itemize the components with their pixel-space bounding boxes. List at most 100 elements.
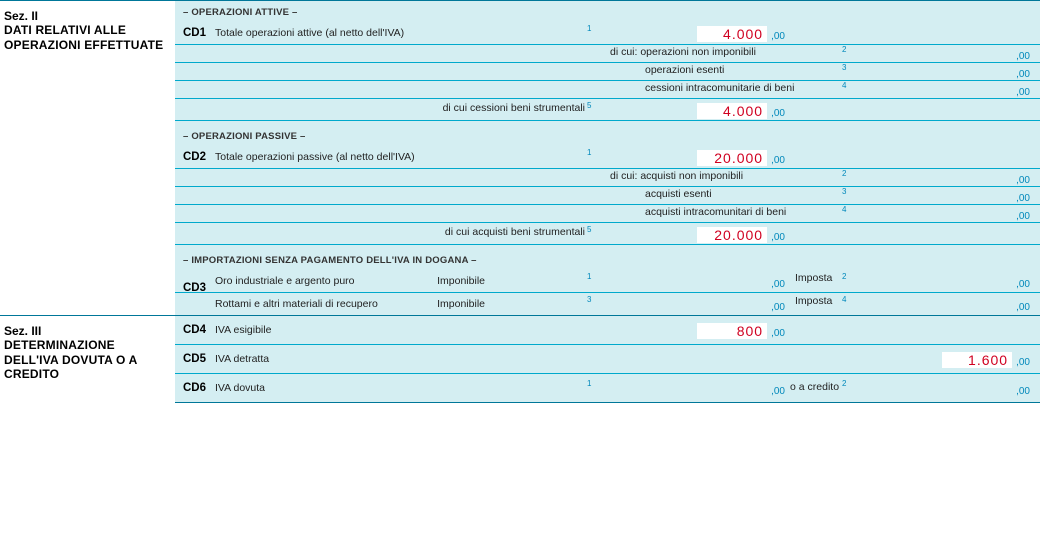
- row-cd1: CD1 Totale operazioni attive (al netto d…: [175, 22, 1040, 45]
- sup-cd6-1: 1: [587, 379, 591, 388]
- sup-cd1-2: 2: [842, 45, 846, 54]
- label-cd2-strum: di cui acquisti beni strumentali: [435, 226, 585, 238]
- label-cd6: IVA dovuta: [215, 382, 265, 394]
- label-cd2-nonimp: di cui: acquisti non imponibili: [610, 170, 743, 182]
- row-cd3-rottami: Rottami e altri materiali di recupero Im…: [175, 293, 1040, 315]
- value-cd2-1: 20.000: [697, 150, 767, 166]
- section-2-body: – OPERAZIONI ATTIVE – CD1 Totale operazi…: [175, 1, 1040, 315]
- label-cd5: IVA detratta: [215, 353, 269, 365]
- sup-cd1-1: 1: [587, 24, 591, 33]
- field-cd2-3[interactable]: 3 ,00: [840, 187, 1030, 204]
- cents-cd1-5: ,00: [771, 108, 785, 119]
- sup-cd1-5: 5: [587, 101, 591, 110]
- section-2-label: Sez. II DATI RELATIVI ALLE OPERAZIONI EF…: [0, 1, 175, 315]
- subrow-cd1-esenti: operazioni esenti 3 ,00: [175, 63, 1040, 81]
- section-2-sez: Sez. II: [4, 9, 169, 23]
- label-cd1: Totale operazioni attive (al netto dell'…: [215, 27, 404, 39]
- field-cd6-2[interactable]: 2 ,00: [840, 379, 1030, 397]
- code-cd4: CD4: [175, 324, 215, 336]
- section-3-sez: Sez. III: [4, 324, 169, 338]
- label-cd1-intra: cessioni intracomunitarie di beni: [645, 82, 794, 94]
- field-cd5-1[interactable]: 1.600 ,00: [840, 350, 1030, 368]
- cents-cd2-5: ,00: [771, 232, 785, 243]
- sup-cd1-4: 4: [842, 81, 846, 90]
- field-cd3-3[interactable]: 3 ,00: [585, 295, 785, 313]
- field-cd3-1[interactable]: 1 ,00: [585, 272, 785, 290]
- value-cd5-1: 1.600: [942, 352, 1012, 368]
- section-2: Sez. II DATI RELATIVI ALLE OPERAZIONI EF…: [0, 0, 1040, 315]
- sup-cd1-3: 3: [842, 63, 846, 72]
- header-attive: – OPERAZIONI ATTIVE –: [175, 1, 1040, 22]
- sup-cd3-1: 1: [587, 272, 591, 281]
- code-cd6: CD6: [175, 382, 215, 394]
- cents-cd3-3: ,00: [771, 302, 785, 313]
- row-cd4: CD4 IVA esigibile 800 ,00: [175, 316, 1040, 345]
- value-cd1-5: 4.000: [697, 103, 767, 119]
- cents-cd2-1: ,00: [771, 155, 785, 166]
- cents-cd3-2: ,00: [1016, 279, 1030, 290]
- cents-cd6-2: ,00: [1016, 386, 1030, 397]
- code-cd1: CD1: [175, 27, 215, 39]
- code-cd3: CD3: [175, 282, 215, 294]
- field-cd4-1[interactable]: 800 ,00: [585, 321, 785, 339]
- label-cd2-esenti: acquisti esenti: [645, 188, 712, 200]
- value-cd2-5: 20.000: [697, 227, 767, 243]
- sup-cd3-3: 3: [587, 295, 591, 304]
- row-cd6: CD6 IVA dovuta 1 ,00 o a credito 2 ,00: [175, 374, 1040, 403]
- subrow-cd2-intra: acquisti intracomunitari di beni 4 ,00: [175, 205, 1040, 223]
- cents-cd1-4: ,00: [1016, 87, 1030, 98]
- sup-cd3-2: 2: [842, 272, 846, 281]
- field-cd6-1[interactable]: 1 ,00: [585, 379, 785, 397]
- field-cd3-4[interactable]: 4 ,00: [840, 295, 1030, 313]
- subrow-cd1-nonimp: di cui: operazioni non imponibili 2 ,00: [175, 45, 1040, 63]
- field-cd2-1[interactable]: 1 20.000 ,00: [585, 148, 785, 166]
- label-cd2-intra: acquisti intracomunitari di beni: [645, 206, 786, 218]
- sup-cd2-5: 5: [587, 225, 591, 234]
- cents-cd2-2: ,00: [1016, 175, 1030, 186]
- label-cd1-esenti: operazioni esenti: [645, 64, 724, 76]
- cents-cd4-1: ,00: [771, 328, 785, 339]
- cents-cd2-4: ,00: [1016, 211, 1030, 222]
- sup-cd3-4: 4: [842, 295, 846, 304]
- field-cd1-5[interactable]: 5 4.000 ,00: [585, 101, 785, 119]
- cents-cd3-4: ,00: [1016, 302, 1030, 313]
- field-cd1-3[interactable]: 3 ,00: [840, 63, 1030, 80]
- label-cd3-imposta2: Imposta: [795, 295, 832, 307]
- row-cd2: CD2 Totale operazioni passive (al netto …: [175, 146, 1040, 169]
- sup-cd6-2: 2: [842, 379, 846, 388]
- row-cd5: CD5 IVA detratta 1.600 ,00: [175, 345, 1040, 374]
- label-cd4: IVA esigibile: [215, 324, 271, 336]
- label-cd2: Totale operazioni passive (al netto dell…: [215, 151, 415, 163]
- field-cd1-2[interactable]: 2 ,00: [840, 45, 1030, 62]
- label-cd3-imposta1: Imposta: [795, 272, 832, 284]
- field-cd2-2[interactable]: 2 ,00: [840, 169, 1030, 186]
- value-cd1-1: 4.000: [697, 26, 767, 42]
- row-cd1-strum: di cui cessioni beni strumentali 5 4.000…: [175, 99, 1040, 121]
- header-importazioni: – IMPORTAZIONI SENZA PAGAMENTO DELL'IVA …: [175, 245, 1040, 270]
- sup-cd2-2: 2: [842, 169, 846, 178]
- field-cd2-4[interactable]: 4 ,00: [840, 205, 1030, 222]
- header-passive: – OPERAZIONI PASSIVE –: [175, 121, 1040, 146]
- subrow-cd2-nonimp: di cui: acquisti non imponibili 2 ,00: [175, 169, 1040, 187]
- cents-cd5-1: ,00: [1016, 357, 1030, 368]
- label-cd3-oro: Oro industriale e argento puro: [215, 275, 425, 287]
- field-cd2-5[interactable]: 5 20.000 ,00: [585, 225, 785, 243]
- section-3: Sez. III DETERMINAZIONE DELL'IVA DOVUTA …: [0, 315, 1040, 403]
- field-cd1-1[interactable]: 1 4.000 ,00: [585, 24, 785, 42]
- code-cd5: CD5: [175, 353, 215, 365]
- cents-cd2-3: ,00: [1016, 193, 1030, 204]
- sup-cd2-4: 4: [842, 205, 846, 214]
- iva-form: Sez. II DATI RELATIVI ALLE OPERAZIONI EF…: [0, 0, 1040, 403]
- section-3-label: Sez. III DETERMINAZIONE DELL'IVA DOVUTA …: [0, 316, 175, 403]
- section-3-body: CD4 IVA esigibile 800 ,00 CD5 IVA detrat…: [175, 316, 1040, 403]
- value-cd4-1: 800: [697, 323, 767, 339]
- row-cd2-strum: di cui acquisti beni strumentali 5 20.00…: [175, 223, 1040, 245]
- code-cd2: CD2: [175, 151, 215, 163]
- field-cd3-2[interactable]: 2 ,00: [840, 272, 1030, 290]
- field-cd1-4[interactable]: 4 ,00: [840, 81, 1030, 98]
- section-3-title: DETERMINAZIONE DELL'IVA DOVUTA O A CREDI…: [4, 338, 169, 381]
- cents-cd1-1: ,00: [771, 31, 785, 42]
- label-cd1-nonimp: di cui: operazioni non imponibili: [610, 46, 756, 58]
- cents-cd6-1: ,00: [771, 386, 785, 397]
- subrow-cd2-esenti: acquisti esenti 3 ,00: [175, 187, 1040, 205]
